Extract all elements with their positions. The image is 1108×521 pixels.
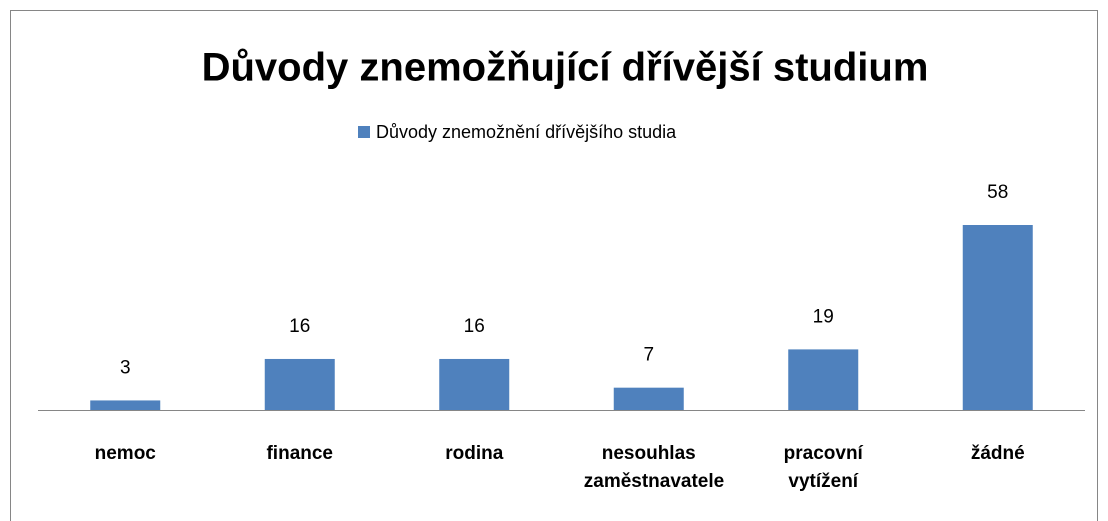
bar <box>962 225 1033 410</box>
bar <box>613 387 684 410</box>
value-label: 3 <box>120 357 131 378</box>
value-label: 7 <box>643 345 654 366</box>
bar <box>264 358 335 410</box>
value-label: 16 <box>289 316 310 337</box>
x-tick-label: pracovní vytížení <box>783 443 863 492</box>
x-tick-label: žádné <box>970 443 1025 464</box>
value-label: 16 <box>464 316 485 337</box>
chart-border <box>10 10 1098 521</box>
x-tick-label: nesouhlas zaměstnavatele <box>583 443 725 492</box>
legend-swatch <box>358 126 370 138</box>
x-tick-label: finance <box>266 443 334 464</box>
x-tick-label: nemoc <box>94 443 156 464</box>
legend-label: Důvody znemožnění dřívějšího studia <box>376 122 677 142</box>
value-label: 58 <box>987 182 1008 203</box>
chart-title: Důvody znemožňující dřívější studium <box>202 46 929 90</box>
x-tick-label: rodina <box>445 443 504 464</box>
bar <box>788 349 859 410</box>
bar <box>90 400 161 410</box>
value-label: 19 <box>813 306 834 327</box>
bar <box>439 358 510 410</box>
